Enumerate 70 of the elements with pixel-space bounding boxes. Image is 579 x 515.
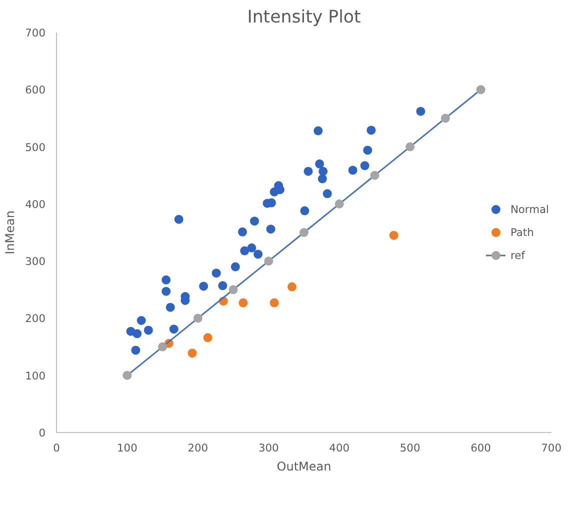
point <box>228 285 238 294</box>
legend-label: ref <box>510 248 526 262</box>
point <box>314 126 323 136</box>
point <box>238 227 247 236</box>
x-tick-label: 300 <box>258 442 280 454</box>
x-tick-label: 600 <box>470 442 492 454</box>
point <box>318 166 328 176</box>
legend-label: Path <box>510 226 534 238</box>
point <box>416 106 426 116</box>
x-axis-title: OutMean <box>276 460 332 474</box>
y-tick-label: 600 <box>25 84 46 97</box>
point <box>406 142 415 152</box>
x-tick-label: 100 <box>117 442 138 454</box>
point <box>162 275 171 284</box>
point <box>193 314 202 323</box>
point <box>212 268 221 278</box>
point <box>131 346 140 355</box>
point <box>247 243 256 252</box>
legend-label: Normal <box>510 202 549 216</box>
point <box>440 114 450 123</box>
point <box>250 216 259 226</box>
point <box>218 281 228 290</box>
x-tick-label: 500 <box>400 442 420 454</box>
point <box>287 282 296 292</box>
x-tick-label: 0 <box>53 442 60 454</box>
point <box>270 298 279 308</box>
point <box>264 256 274 266</box>
point <box>266 224 276 234</box>
point <box>254 250 263 259</box>
point <box>389 230 398 240</box>
point <box>334 199 344 208</box>
point <box>363 146 372 155</box>
point <box>122 370 132 380</box>
y-tick-label: 400 <box>25 198 46 211</box>
point <box>315 159 324 168</box>
point <box>476 85 486 94</box>
point <box>240 246 250 256</box>
x-tick-label: 700 <box>541 442 562 454</box>
point <box>144 326 153 335</box>
y-axis-title: InMean <box>3 210 18 254</box>
point <box>203 333 212 342</box>
point <box>366 126 376 135</box>
point <box>158 342 168 352</box>
point <box>188 348 197 358</box>
point <box>322 189 332 198</box>
point <box>169 324 178 334</box>
x-tick-label: 200 <box>188 442 208 454</box>
point <box>304 166 313 176</box>
x-tick-label: 400 <box>329 442 350 454</box>
y-tick-label: 500 <box>25 140 46 154</box>
y-tick-label: 700 <box>25 26 46 40</box>
point <box>318 174 327 184</box>
y-tick-label: 100 <box>25 369 46 382</box>
point <box>370 170 380 180</box>
point <box>300 228 308 237</box>
point <box>166 302 175 312</box>
point <box>199 282 208 291</box>
y-tick-label: 200 <box>25 312 46 326</box>
y-tick-label: 0 <box>38 426 46 440</box>
point <box>136 316 146 325</box>
point <box>300 206 310 216</box>
y-tick-label: 300 <box>25 255 46 268</box>
point <box>348 166 358 175</box>
point <box>230 262 240 272</box>
point <box>238 298 248 308</box>
point <box>360 161 370 170</box>
chart-title: Intensity Plot <box>247 8 361 28</box>
point <box>174 214 184 224</box>
point <box>162 286 171 296</box>
point <box>132 329 142 338</box>
